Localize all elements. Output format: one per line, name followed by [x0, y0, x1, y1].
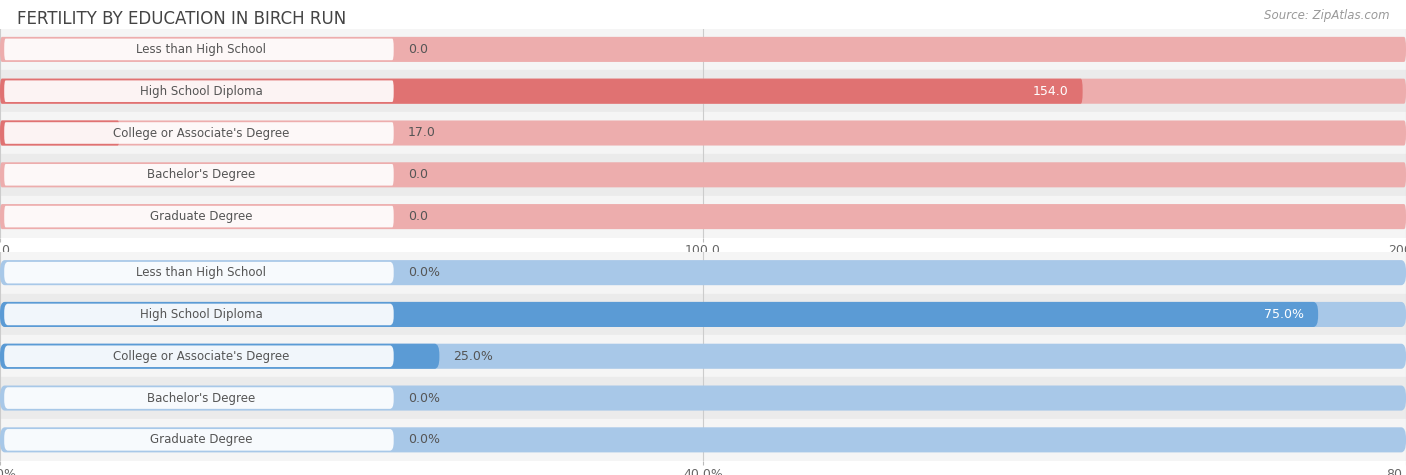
FancyBboxPatch shape	[0, 344, 439, 369]
FancyBboxPatch shape	[4, 304, 394, 325]
FancyBboxPatch shape	[0, 37, 1406, 62]
FancyBboxPatch shape	[4, 38, 394, 60]
FancyBboxPatch shape	[4, 164, 394, 186]
Text: Bachelor's Degree: Bachelor's Degree	[148, 391, 254, 405]
Text: Graduate Degree: Graduate Degree	[150, 210, 252, 223]
Bar	[0, 377, 1406, 419]
Text: College or Associate's Degree: College or Associate's Degree	[112, 126, 290, 140]
FancyBboxPatch shape	[0, 121, 120, 145]
Bar	[0, 112, 1406, 154]
Text: Graduate Degree: Graduate Degree	[150, 433, 252, 446]
FancyBboxPatch shape	[0, 260, 1406, 285]
Text: High School Diploma: High School Diploma	[139, 308, 263, 321]
Text: Less than High School: Less than High School	[136, 43, 266, 56]
FancyBboxPatch shape	[4, 206, 394, 228]
Text: Bachelor's Degree: Bachelor's Degree	[148, 168, 254, 181]
Text: 0.0%: 0.0%	[408, 391, 440, 405]
FancyBboxPatch shape	[4, 429, 394, 451]
Text: 0.0: 0.0	[408, 43, 427, 56]
Text: Less than High School: Less than High School	[136, 266, 266, 279]
Bar	[0, 335, 1406, 377]
FancyBboxPatch shape	[4, 345, 394, 367]
Bar	[0, 28, 1406, 70]
FancyBboxPatch shape	[0, 302, 1406, 327]
Bar	[0, 154, 1406, 196]
FancyBboxPatch shape	[0, 121, 1406, 145]
Text: 17.0: 17.0	[408, 126, 436, 140]
FancyBboxPatch shape	[0, 204, 1406, 229]
Text: 0.0: 0.0	[408, 210, 427, 223]
FancyBboxPatch shape	[0, 386, 1406, 410]
Text: 0.0%: 0.0%	[408, 266, 440, 279]
Bar	[0, 294, 1406, 335]
Text: High School Diploma: High School Diploma	[139, 85, 263, 98]
Bar	[0, 419, 1406, 461]
FancyBboxPatch shape	[4, 262, 394, 284]
FancyBboxPatch shape	[0, 79, 1083, 104]
Bar	[0, 70, 1406, 112]
Text: 0.0: 0.0	[408, 168, 427, 181]
FancyBboxPatch shape	[4, 387, 394, 409]
Text: College or Associate's Degree: College or Associate's Degree	[112, 350, 290, 363]
FancyBboxPatch shape	[0, 302, 1319, 327]
Text: Source: ZipAtlas.com: Source: ZipAtlas.com	[1264, 10, 1389, 22]
FancyBboxPatch shape	[4, 80, 394, 102]
FancyBboxPatch shape	[0, 428, 1406, 452]
FancyBboxPatch shape	[0, 162, 1406, 187]
FancyBboxPatch shape	[0, 79, 1406, 104]
Text: 154.0: 154.0	[1033, 85, 1069, 98]
FancyBboxPatch shape	[4, 122, 394, 144]
Text: 25.0%: 25.0%	[453, 350, 494, 363]
Bar	[0, 196, 1406, 238]
Bar	[0, 252, 1406, 294]
Text: 75.0%: 75.0%	[1264, 308, 1305, 321]
FancyBboxPatch shape	[0, 344, 1406, 369]
Text: FERTILITY BY EDUCATION IN BIRCH RUN: FERTILITY BY EDUCATION IN BIRCH RUN	[17, 10, 346, 28]
Text: 0.0%: 0.0%	[408, 433, 440, 446]
